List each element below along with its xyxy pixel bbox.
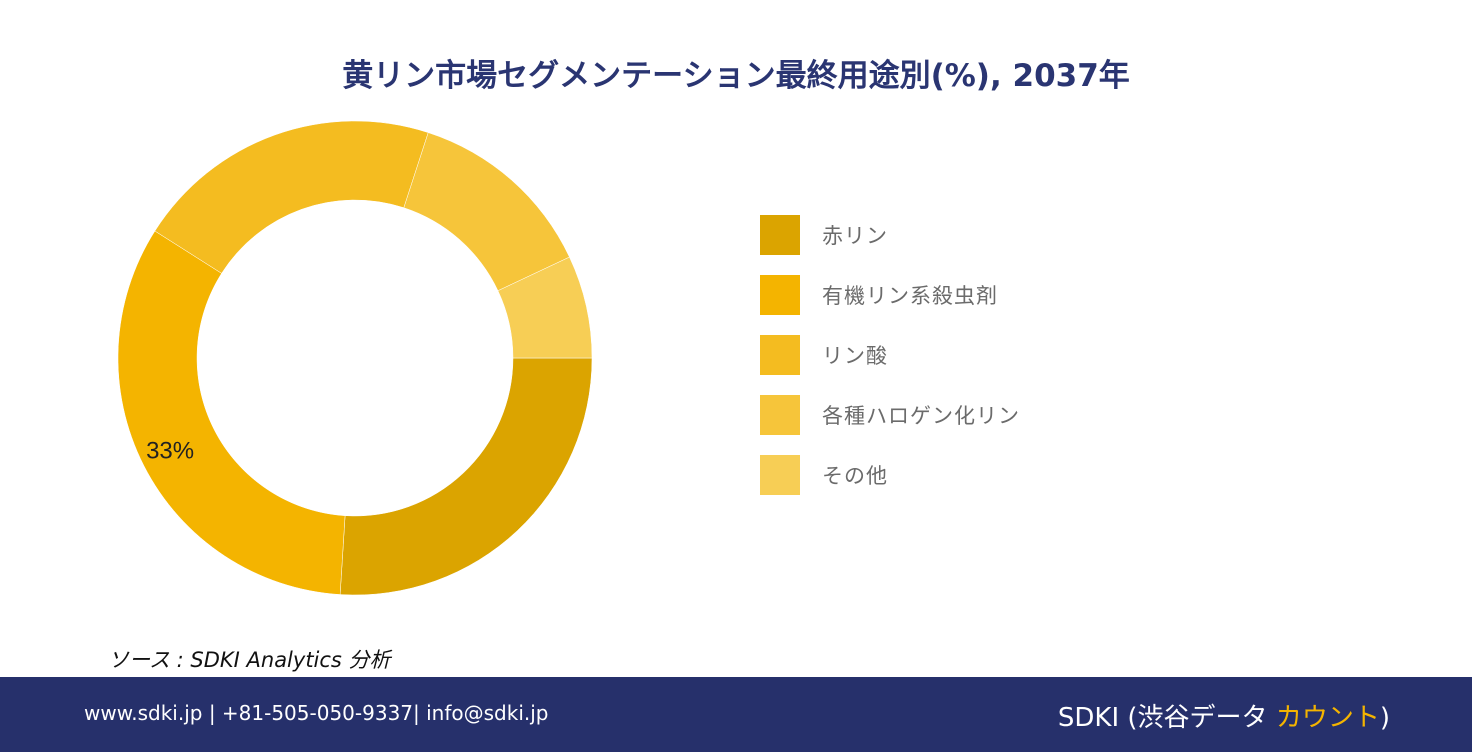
source-note: ソース : SDKI Analytics 分析	[108, 648, 391, 672]
legend-swatch	[760, 455, 800, 495]
legend-item-phosphoric-acid: リン酸	[760, 335, 1020, 375]
legend-swatch	[760, 215, 800, 255]
donut-slice	[117, 230, 346, 595]
donut-slice	[497, 256, 593, 359]
footer-bar: www.sdki.jp | +81-505-050-9337| info@sdk…	[0, 677, 1472, 752]
legend-item-phosphorus-halides: 各種ハロゲン化リン	[760, 395, 1020, 435]
legend: 赤リン 有機リン系殺虫剤 リン酸 各種ハロゲン化リン その他	[760, 215, 1020, 515]
legend-label: 有機リン系殺虫剤	[822, 284, 998, 308]
legend-item-red-phosphorus: 赤リン	[760, 215, 1020, 255]
donut-slice	[339, 357, 593, 596]
brand-accent: カウント	[1275, 703, 1380, 733]
legend-swatch	[760, 335, 800, 375]
donut-slice	[403, 132, 570, 292]
slice-data-label: 33%	[146, 438, 194, 465]
legend-item-organophosphate-insecticides: 有機リン系殺虫剤	[760, 275, 1020, 315]
donut-chart: 33%	[117, 120, 593, 596]
footer-brand: SDKI (渋谷データ カウント)	[1058, 697, 1390, 734]
legend-item-others: その他	[760, 455, 1020, 495]
legend-swatch	[760, 395, 800, 435]
chart-title: 黄リン市場セグメンテーション最終用途別(%), 2037年	[342, 58, 1130, 94]
footer-contact: www.sdki.jp | +81-505-050-9337| info@sdk…	[84, 701, 549, 725]
brand-prefix: SDKI (渋谷データ	[1057, 703, 1276, 733]
legend-label: 赤リン	[822, 224, 888, 248]
donut-slice	[154, 120, 429, 274]
brand-suffix: )	[1379, 703, 1390, 733]
legend-swatch	[760, 275, 800, 315]
legend-label: リン酸	[822, 344, 888, 368]
legend-label: その他	[822, 464, 888, 488]
legend-label: 各種ハロゲン化リン	[822, 404, 1020, 428]
